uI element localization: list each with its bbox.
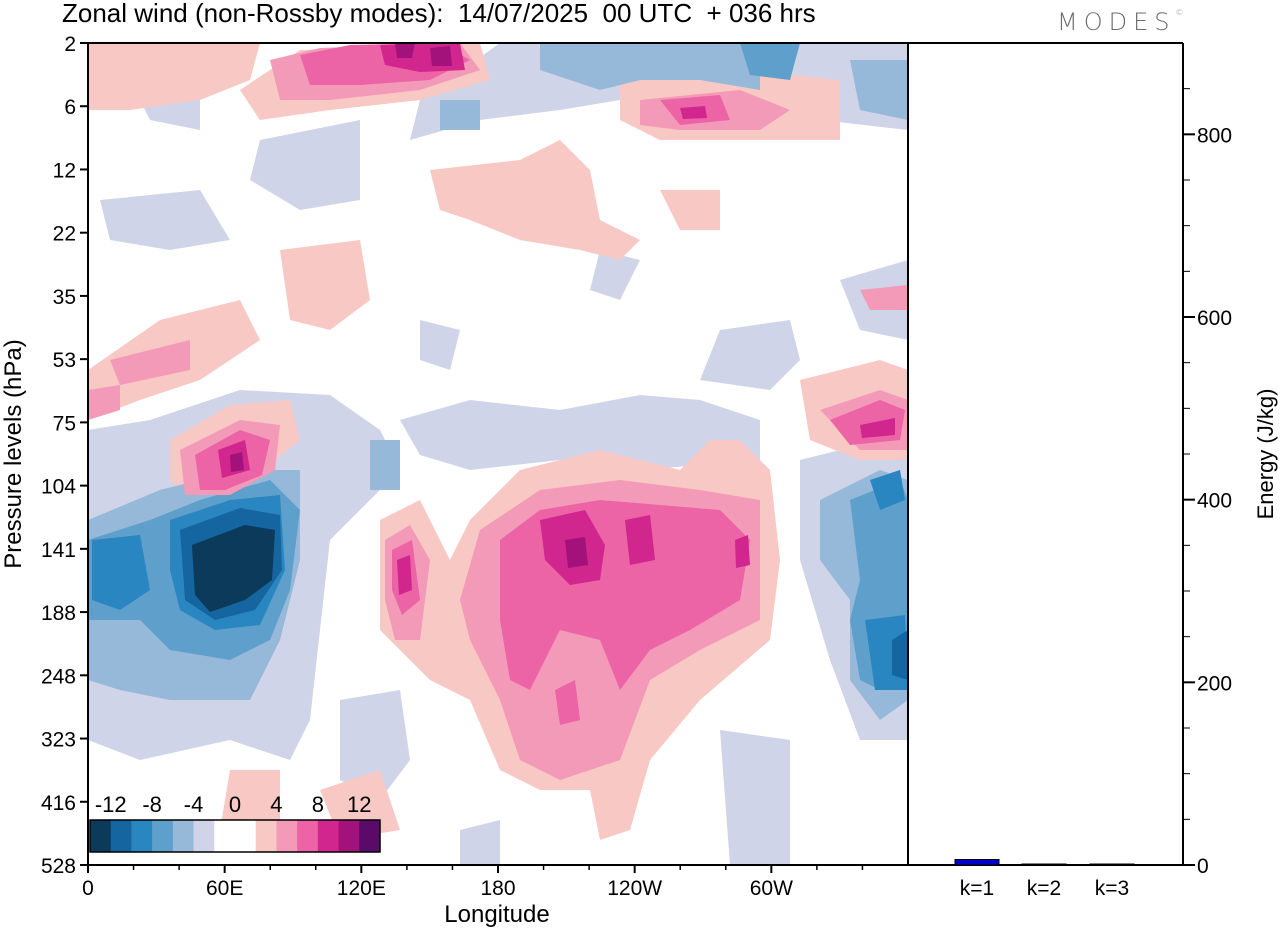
y-tick-label: 2 <box>64 33 76 56</box>
x-tick-label: 0 <box>82 877 94 900</box>
colorbar-swatch <box>110 820 132 852</box>
y-tick-label: 6 <box>64 96 76 119</box>
colorbar-label: -8 <box>142 792 162 817</box>
colorbar-swatch <box>131 820 153 852</box>
colorbar-swatch <box>193 820 215 852</box>
x-axis-title: Longitude <box>444 901 549 928</box>
y-tick-label: 104 <box>41 476 76 499</box>
x-tick-label: 60E <box>206 877 243 900</box>
colorbar-swatch <box>276 820 298 852</box>
chart-title: Zonal wind (non-Rossby modes): 14/07/202… <box>62 0 816 28</box>
colorbar <box>89 819 381 853</box>
easterly-max-core <box>192 525 275 612</box>
energy-bar-k=2 <box>1021 863 1067 866</box>
energy-tick-label: 600 <box>1197 307 1232 330</box>
colorbar-frame <box>89 819 381 853</box>
colorbar-swatch <box>359 820 381 852</box>
colorbar-label: 0 <box>229 792 241 817</box>
colorbar-label: -4 <box>184 792 204 817</box>
colorbar-swatch <box>255 820 277 852</box>
energy-bars: k=1 k=2 k=3 <box>954 859 1135 900</box>
colorbar-swatch <box>152 820 174 852</box>
energy-bar-k=1 <box>954 859 1000 866</box>
colorbar-swatch <box>172 820 195 852</box>
y-tick-label: 12 <box>53 159 76 182</box>
colorbar-swatch <box>214 820 236 852</box>
energy-tick-label: 400 <box>1197 490 1232 513</box>
y-tick-label: 188 <box>41 602 76 625</box>
y-tick-label: 416 <box>41 792 76 815</box>
colorbar-swatch <box>317 820 340 852</box>
y-tick-label: 323 <box>41 729 76 752</box>
energy-axis: 0 200 400 600 800 <box>1183 88 1232 878</box>
energy-bar-k=3 <box>1089 863 1135 866</box>
longitude-axis: 0 60E 120E 180 120W 60W <box>82 865 864 900</box>
colorbar-swatch <box>235 820 257 852</box>
x-tick-label: 180 <box>480 877 515 900</box>
y-axis-title: Pressure levels (hPa) <box>0 339 27 568</box>
energy-tick-label: 200 <box>1197 672 1232 695</box>
x-tick-label: 60W <box>750 877 793 900</box>
westerly-14-regions <box>230 43 588 568</box>
bar-category-label: k=2 <box>1027 877 1061 900</box>
colorbar-label: 12 <box>347 792 371 817</box>
zonal-wind-field <box>88 43 908 865</box>
colorbar-label: 4 <box>270 792 282 817</box>
colorbar-swatch <box>338 820 360 852</box>
brand-logo: MODES© <box>1057 8 1184 36</box>
bar-category-label: k=3 <box>1095 877 1129 900</box>
bar-category-label: k=1 <box>960 877 994 900</box>
colorbar-label: -12 <box>95 792 127 817</box>
y-tick-label: 35 <box>53 286 76 309</box>
y-tick-label: 22 <box>53 223 76 246</box>
energy-tick-label: 0 <box>1197 855 1209 878</box>
x-tick-label: 120E <box>337 877 386 900</box>
energy-tick-label: 800 <box>1197 124 1232 147</box>
energy-axis-title: Energy (J/kg) <box>1253 389 1278 520</box>
colorbar-labels: -12 -8 -4 0 4 8 12 <box>95 792 372 817</box>
x-tick-label: 120W <box>607 877 662 900</box>
pressure-axis: 2 6 12 22 35 53 75 104 141 188 248 323 416 528 <box>41 33 88 878</box>
colorbar-label: 8 <box>312 792 324 817</box>
colorbar-swatch <box>297 820 319 852</box>
y-tick-label: 248 <box>41 665 76 688</box>
y-tick-label: 75 <box>53 412 76 435</box>
y-tick-label: 528 <box>41 855 76 878</box>
y-tick-label: 141 <box>41 539 76 562</box>
y-tick-label: 53 <box>53 349 76 372</box>
colorbar-swatch <box>90 820 112 852</box>
